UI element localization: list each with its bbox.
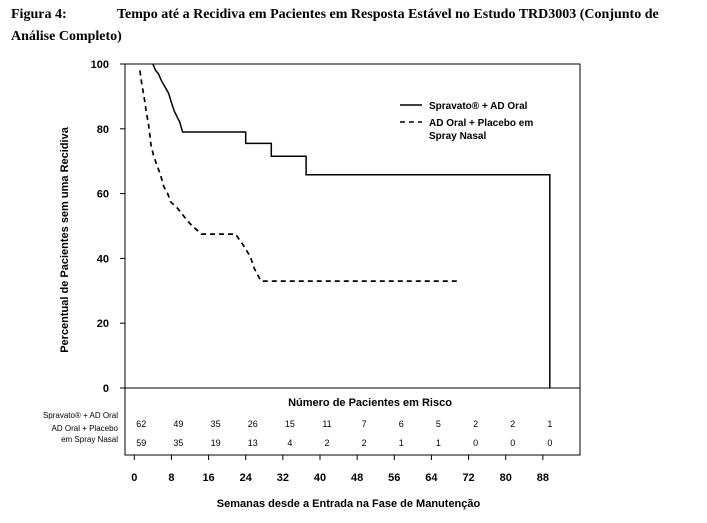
- risk-value: 7: [362, 419, 367, 429]
- y-tick-label: 80: [97, 124, 109, 136]
- risk-value: 2: [473, 419, 478, 429]
- series-line-spravato: [152, 63, 551, 388]
- x-tick-label: 32: [277, 472, 289, 484]
- risk-value: 59: [136, 438, 146, 448]
- risk-value: 15: [285, 419, 295, 429]
- y-tick-label: 40: [97, 253, 109, 265]
- x-tick-label: 88: [537, 472, 549, 484]
- risk-row-label-1: AD Oral + Placebo em Spray Nasal: [52, 424, 119, 444]
- y-tick-label: 20: [97, 318, 109, 330]
- y-axis-title: Percentual de Pacientes sem uma Recidiva: [59, 126, 71, 352]
- risk-value: 2: [510, 419, 515, 429]
- risk-value: 11: [322, 419, 331, 429]
- risk-value: 0: [473, 438, 478, 448]
- risk-table-title: Número de Pacientes em Risco: [288, 397, 452, 409]
- legend-label-0: Spravato® + AD Oral: [429, 101, 528, 112]
- y-tick-label: 60: [97, 189, 109, 201]
- x-tick-label: 80: [500, 472, 512, 484]
- risk-value: 19: [211, 438, 221, 448]
- y-tick-label: 0: [103, 383, 109, 395]
- x-tick-label: 56: [388, 472, 400, 484]
- risk-value: 2: [324, 438, 329, 448]
- risk-value: 62: [136, 419, 146, 429]
- x-tick-label: 64: [425, 472, 438, 484]
- x-tick-label: 40: [314, 472, 326, 484]
- risk-value: 1: [399, 438, 404, 448]
- y-tick-label: 100: [91, 59, 109, 71]
- x-axis-title: Semanas desde a Entrada na Fase de Manut…: [217, 498, 481, 510]
- risk-value: 35: [211, 419, 221, 429]
- risk-value: 6: [399, 419, 404, 429]
- risk-value: 0: [510, 438, 515, 448]
- x-tick-label: 0: [131, 472, 137, 484]
- risk-value: 1: [547, 419, 552, 429]
- figure-title: Tempo até a Recidiva em Pacientes em Res…: [11, 7, 659, 44]
- figure-label: Figura 4:: [11, 7, 67, 22]
- x-tick-label: 72: [462, 472, 474, 484]
- legend-label-1: AD Oral + Placebo em Spray Nasal: [429, 118, 533, 142]
- risk-value: 35: [173, 438, 183, 448]
- series-line-placebo: [139, 70, 460, 282]
- x-tick-label: 16: [202, 472, 214, 484]
- x-tick-label: 24: [240, 472, 253, 484]
- risk-value: 1: [436, 438, 441, 448]
- figure-caption: Figura 4: Tempo até a Recidiva em Pacient…: [11, 4, 701, 48]
- risk-value: 2: [362, 438, 367, 448]
- risk-value: 13: [248, 438, 258, 448]
- risk-value: 4: [287, 438, 292, 448]
- risk-value: 5: [436, 419, 441, 429]
- risk-value: 26: [248, 419, 258, 429]
- x-tick-label: 48: [351, 472, 363, 484]
- risk-value: 0: [547, 438, 552, 448]
- plot-frame: [124, 63, 581, 456]
- x-tick-label: 8: [168, 472, 174, 484]
- risk-value: 49: [173, 419, 183, 429]
- risk-row-label-0: Spravato® + AD Oral: [43, 411, 118, 420]
